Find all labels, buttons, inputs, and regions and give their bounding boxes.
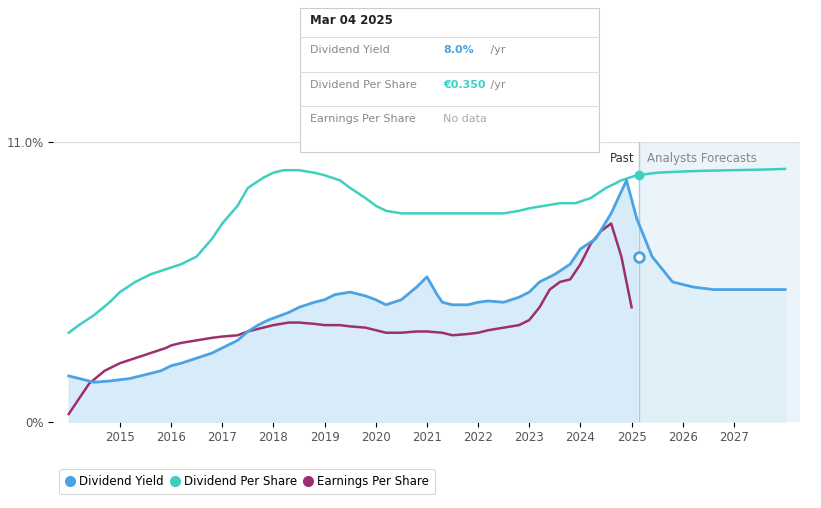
Text: /yr: /yr [487, 80, 506, 90]
Text: €0.350: €0.350 [443, 80, 486, 90]
Text: Past: Past [609, 152, 634, 166]
Text: Dividend Yield: Dividend Yield [310, 45, 389, 55]
Legend: Dividend Yield, Dividend Per Share, Earnings Per Share: Dividend Yield, Dividend Per Share, Earn… [59, 469, 435, 494]
Text: 8.0%: 8.0% [443, 45, 474, 55]
Text: Dividend Per Share: Dividend Per Share [310, 80, 416, 90]
Text: Earnings Per Share: Earnings Per Share [310, 114, 415, 124]
Text: Analysts Forecasts: Analysts Forecasts [647, 152, 757, 166]
Text: No data: No data [443, 114, 487, 124]
Text: /yr: /yr [487, 45, 506, 55]
Bar [640, 142, 800, 422]
Text: Mar 04 2025: Mar 04 2025 [310, 14, 392, 27]
